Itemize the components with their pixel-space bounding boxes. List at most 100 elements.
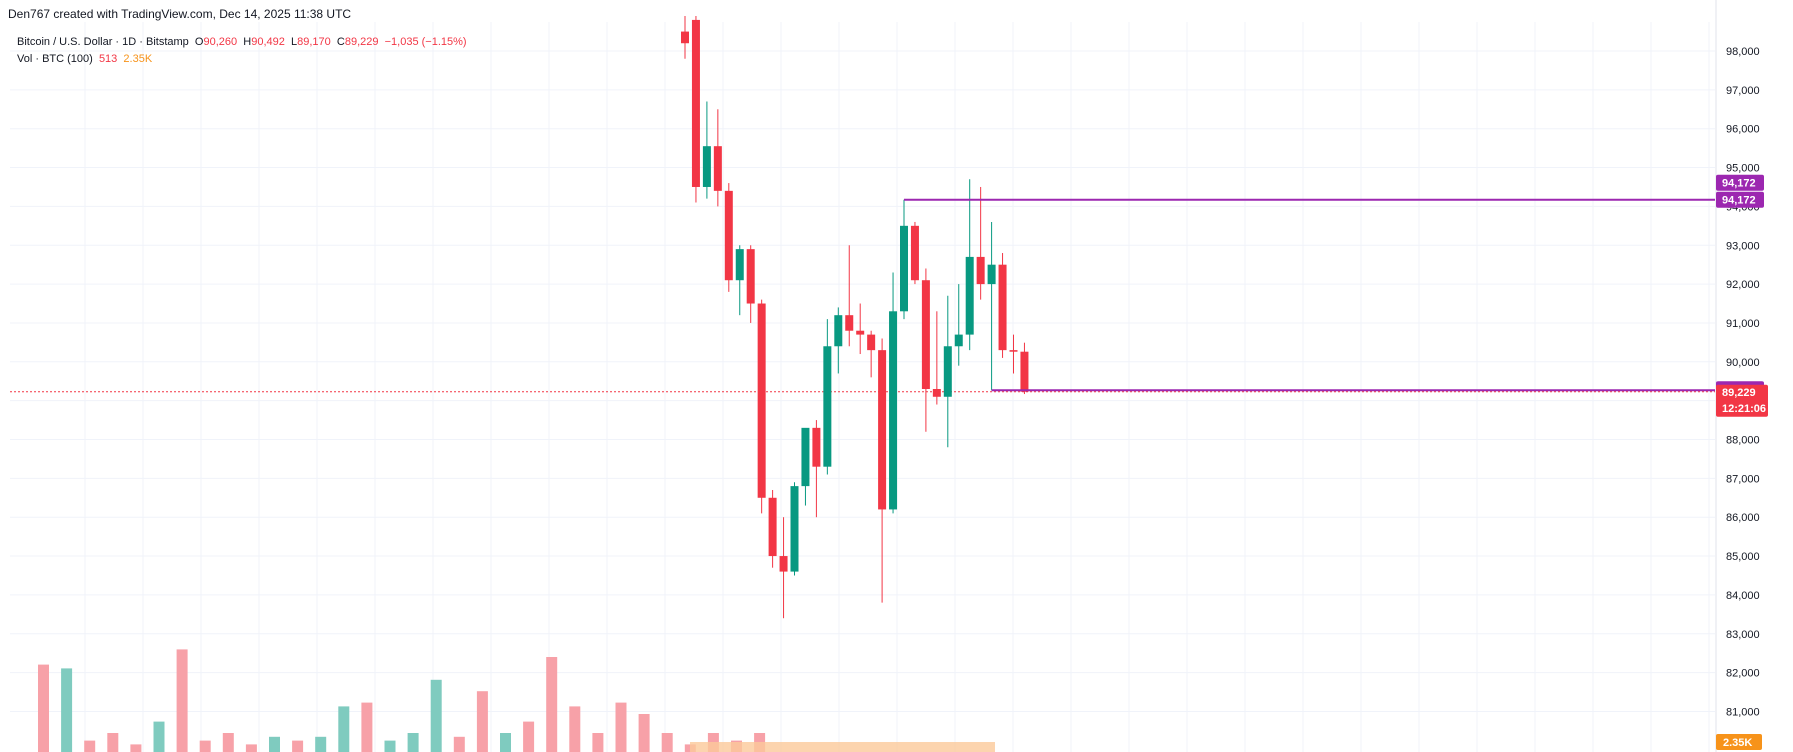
countdown-label: 12:21:06 [1722, 403, 1766, 415]
volume-bar [269, 736, 280, 752]
close-value: 89,229 [344, 36, 379, 48]
y-tick-label: 90,000 [1726, 357, 1760, 369]
y-tick-label: 92,000 [1726, 279, 1760, 291]
credit-text: Den767 created with TradingView.com, Dec… [8, 7, 352, 21]
volume-bar [569, 706, 581, 752]
volume-bar [245, 744, 257, 752]
volume-bar [476, 691, 488, 752]
volume-bar [38, 664, 49, 752]
volume-bar [61, 668, 73, 752]
volume-badge: 2.35K [1723, 737, 1752, 749]
candle-body [976, 256, 985, 285]
candle-body [801, 427, 810, 487]
candle-body [702, 146, 711, 187]
volume-bar [130, 744, 142, 752]
legend-ohlc-row: Bitcoin / U.S. Dollar · 1D · Bitstamp O9… [17, 34, 467, 51]
chart-legend: Bitcoin / U.S. Dollar · 1D · Bitstamp O9… [17, 34, 467, 68]
candle-body [823, 346, 832, 467]
y-tick-label: 96,000 [1726, 124, 1760, 136]
candle-body [998, 264, 1007, 351]
candle-body [790, 486, 799, 572]
volume-bar [523, 721, 535, 752]
volume-bar [407, 733, 419, 752]
y-tick-label: 88,000 [1726, 435, 1760, 447]
y-tick-label: 82,000 [1726, 668, 1760, 680]
low-value: 89,170 [297, 36, 331, 48]
volume-ma-band [690, 742, 995, 752]
y-tick-label: 93,000 [1726, 240, 1760, 252]
volume-bar [546, 657, 558, 752]
level-badge-bg [1716, 191, 1764, 208]
volume-label[interactable]: Vol · BTC (100) [17, 53, 93, 65]
open-label: O [194, 36, 204, 48]
candle-body [910, 225, 919, 281]
candle-body [889, 311, 898, 510]
volume-bar [384, 740, 396, 752]
volume-bar [176, 649, 188, 752]
candle-body [779, 556, 788, 572]
volume-bar [315, 736, 327, 752]
level-badge-upper-bg [1716, 174, 1764, 191]
candle-body [900, 225, 908, 312]
candle-body [856, 330, 865, 335]
volume-value: 513 [98, 53, 118, 65]
y-tick-label: 87,000 [1726, 473, 1760, 485]
y-tick-label: 83,000 [1726, 629, 1760, 641]
volume-bar [615, 702, 627, 752]
candle-body [691, 19, 700, 187]
volume-bar [153, 721, 165, 752]
candle-body [746, 249, 755, 304]
y-tick-label: 81,000 [1726, 706, 1760, 718]
volume-bar [592, 733, 604, 752]
y-tick-label: 98,000 [1726, 46, 1760, 58]
close-label: C [336, 36, 345, 48]
candle-body [1020, 351, 1029, 392]
y-tick-label: 85,000 [1726, 551, 1760, 563]
open-value: 90,260 [203, 36, 238, 48]
volume-bar [430, 679, 442, 752]
low-label: L [290, 36, 298, 48]
candle-body [932, 388, 941, 397]
candle-body [943, 346, 952, 397]
candle-body [987, 264, 996, 285]
high-label: H [243, 36, 252, 48]
y-tick-label: 95,000 [1726, 163, 1760, 175]
volume-bar [292, 740, 304, 752]
y-tick-label: 84,000 [1726, 590, 1760, 602]
candle-body [878, 350, 887, 510]
change-value: −1,035 (−1.15%) [384, 36, 467, 48]
last-price-badge-bg [1716, 384, 1768, 417]
volume-bar [500, 733, 511, 752]
high-value: 90,492 [251, 36, 285, 48]
candle-body [921, 280, 930, 389]
candle-body [757, 303, 766, 498]
candle-body [845, 315, 854, 331]
candle-body [768, 497, 777, 557]
volume-bar [84, 740, 96, 752]
last-price-badge: 89,229 [1722, 387, 1756, 399]
candle-body [834, 315, 843, 347]
y-tick-label: 86,000 [1726, 512, 1760, 524]
candle-body [812, 427, 821, 467]
candle-body [724, 190, 733, 281]
volume-bar [661, 733, 673, 752]
volume-bar [199, 740, 211, 752]
symbol-label[interactable]: Bitcoin / U.S. Dollar · 1D · Bitstamp [17, 36, 189, 48]
credit-line: Den767 created with TradingView.com, Dec… [8, 7, 351, 21]
candle-body [867, 334, 876, 351]
candle-body [954, 334, 963, 347]
level-badge: 94,172 [1722, 195, 1756, 207]
candle-body [735, 249, 744, 281]
level-badge-upper: 94,172 [1722, 178, 1756, 190]
volume-badge-bg [1716, 734, 1762, 750]
candle-body [713, 146, 722, 191]
volume-bar [107, 733, 119, 752]
volume-bar [453, 736, 465, 752]
volume-bar [638, 714, 650, 752]
volume-bar [361, 702, 373, 752]
candle-body [965, 256, 974, 335]
volume-bar [222, 733, 234, 752]
y-tick-label: 97,000 [1726, 85, 1760, 97]
y-tick-label: 91,000 [1726, 318, 1760, 330]
